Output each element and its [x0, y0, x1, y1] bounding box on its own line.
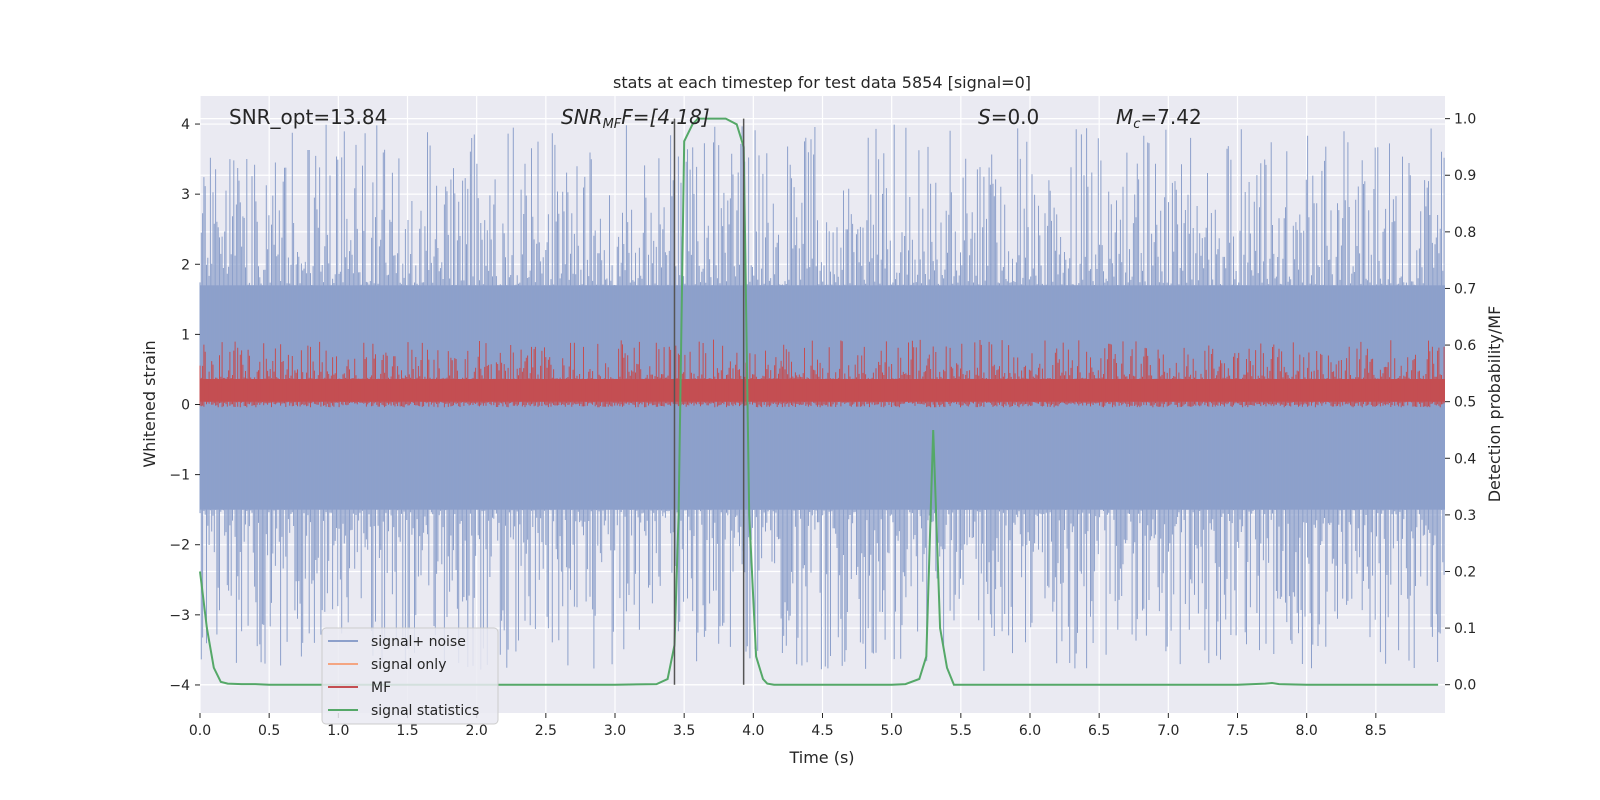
legend-label-signal-noise: signal+ noise: [371, 634, 466, 650]
x-tick-label-2: 1.0: [327, 723, 349, 739]
y2-tick-label-3: 0.3: [1454, 508, 1476, 524]
x-tick-label-10: 5.0: [881, 723, 903, 739]
x-axis-title: Time (s): [788, 748, 854, 767]
x-tick-label-16: 8.0: [1296, 723, 1318, 739]
x-axis-ticks: 0.0 0.5 1.0 1.5 2.0 2.5 3.0 3.5 4.0 4.5 5.0 5.5 6.0 6…: [189, 713, 1387, 739]
y2-tick-label-6: 0.6: [1454, 338, 1476, 354]
y2-axis-title: Detection probability/MF: [1485, 306, 1504, 503]
y2-tick-label-8: 0.8: [1454, 225, 1476, 241]
x-tick-label-8: 4.0: [742, 723, 764, 739]
y-tick-label-5: 1: [181, 327, 190, 343]
x-tick-label-13: 6.5: [1088, 723, 1110, 739]
y2-tick-label-10: 1.0: [1454, 112, 1476, 128]
annotation-s: S=0.0: [978, 105, 1039, 129]
mf-series: [199, 339, 1445, 408]
y-tick-label-2: −2: [169, 538, 190, 554]
x-tick-label-1: 0.5: [258, 723, 280, 739]
y2-tick-label-4: 0.4: [1454, 451, 1476, 467]
annotation-snr-opt: SNR_opt=13.84: [229, 105, 387, 129]
y-tick-label-1: −3: [169, 608, 190, 624]
legend: signal+ noise signal only MF signal stat…: [321, 627, 499, 725]
x-tick-label-3: 1.5: [396, 723, 418, 739]
vertical-lines: [673, 118, 745, 685]
y-tick-label-0: −4: [169, 678, 190, 694]
y2-tick-label-2: 0.2: [1454, 564, 1476, 580]
y2-tick-label-7: 0.7: [1454, 281, 1476, 297]
y-axis-ticks: −4 −3 −2 −1 0 1 2 3 4: [169, 117, 200, 694]
y-tick-label-6: 2: [181, 257, 190, 273]
y-axis-title: Whitened strain: [140, 340, 159, 467]
y-tick-label-8: 4: [181, 117, 190, 133]
x-tick-label-4: 2.0: [466, 723, 488, 739]
y2-tick-label-0: 0.0: [1454, 678, 1476, 694]
annotation-mc: Mc=7.42: [1116, 105, 1202, 132]
x-tick-label-9: 4.5: [811, 723, 833, 739]
y2-axis-ticks: 0.0 0.1 0.2 0.3 0.4 0.5 0.6 0.7 0.8 0.9 1.0: [1445, 112, 1476, 694]
x-tick-label-7: 3.5: [673, 723, 695, 739]
series-layer: [199, 117, 1445, 686]
y-tick-label-7: 3: [181, 187, 190, 203]
y2-tick-label-5: 0.5: [1454, 395, 1476, 411]
legend-label-signal-only: signal only: [371, 657, 446, 673]
legend-label-signal-statistics: signal statistics: [371, 703, 479, 719]
x-tick-label-12: 6.0: [1019, 723, 1041, 739]
legend-box: [321, 627, 499, 725]
x-tick-label-14: 7.0: [1157, 723, 1179, 739]
legend-label-mf: MF: [371, 680, 391, 696]
x-tick-label-0: 0.0: [189, 723, 211, 739]
annotation-snr-mf: SNRMFF=[4.18]: [561, 105, 710, 132]
x-tick-label-5: 2.5: [535, 723, 557, 739]
x-tick-label-17: 8.5: [1365, 723, 1387, 739]
y-tick-label-3: −1: [169, 468, 190, 484]
y2-tick-label-9: 0.9: [1454, 168, 1476, 184]
x-tick-label-6: 3.0: [604, 723, 626, 739]
x-tick-label-15: 7.5: [1226, 723, 1248, 739]
y2-tick-label-1: 0.1: [1454, 621, 1476, 637]
x-tick-label-11: 5.5: [950, 723, 972, 739]
y-tick-label-4: 0: [181, 398, 190, 414]
chart-title: stats at each timestep for test data 585…: [613, 73, 1031, 92]
